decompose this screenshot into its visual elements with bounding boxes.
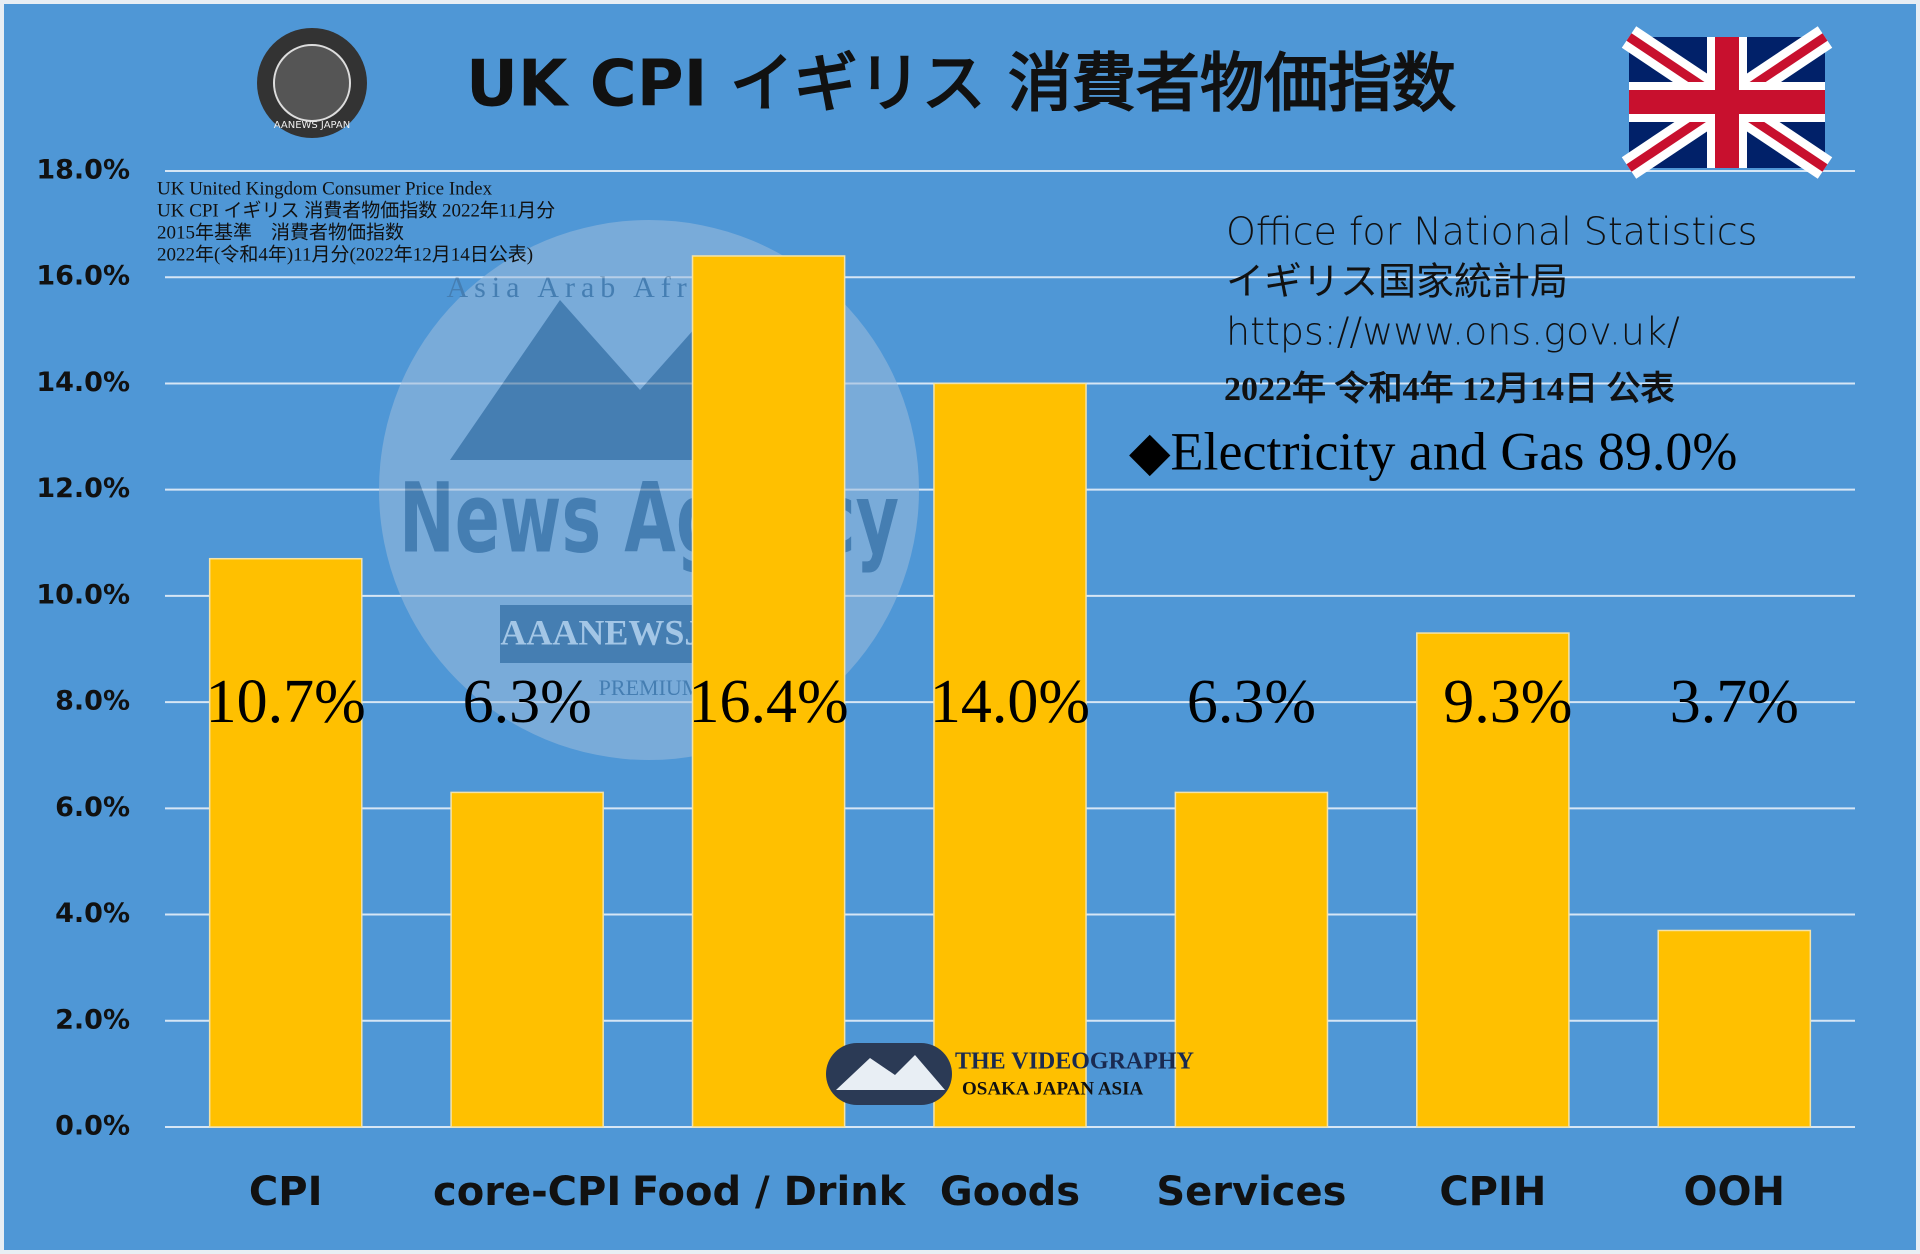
- y-tick-label: 12.0%: [36, 473, 130, 504]
- source: イギリス国家統計局: [1226, 260, 1568, 304]
- credit: THE VIDEOGRAPHY OSAKA JAPAN ASIA: [826, 1043, 1194, 1105]
- source: Office for National Statistics: [1226, 210, 1757, 254]
- value-label: 14.0%: [930, 668, 1090, 736]
- release-date: 2022年 令和4年 12月14日 公表: [1224, 370, 1675, 408]
- note: UK CPI イギリス 消費者物価指数 2022年11月分: [157, 199, 555, 221]
- watermark-sub: PREMIUM: [599, 675, 702, 700]
- credit-sub: OSAKA JAPAN ASIA: [962, 1078, 1144, 1099]
- x-tick-label: core-CPI: [433, 1169, 621, 1215]
- value-label: 6.3%: [1187, 668, 1316, 736]
- note: UK United Kingdom Consumer Price Index: [157, 178, 493, 199]
- y-tick-label: 16.0%: [36, 261, 130, 292]
- y-tick-label: 14.0%: [36, 367, 130, 398]
- x-tick-label: OOH: [1684, 1169, 1785, 1215]
- highlight: ◆Electricity and Gas 89.0%: [1129, 421, 1737, 481]
- value-label: 10.7%: [206, 668, 366, 736]
- bar: [691, 255, 846, 1128]
- y-tick-label: 18.0%: [36, 155, 130, 186]
- note: 2022年(令和4年)11月分(2022年12月14日公表): [157, 243, 533, 265]
- value-label: 9.3%: [1443, 668, 1572, 736]
- value-label: 6.3%: [463, 668, 592, 736]
- y-tick-label: 6.0%: [55, 792, 130, 823]
- y-tick-label: 10.0%: [36, 579, 130, 610]
- credit-title: THE VIDEOGRAPHY: [955, 1049, 1194, 1075]
- bar: [450, 791, 604, 1128]
- bar: [1657, 929, 1812, 1128]
- x-tick-label: Services: [1156, 1169, 1346, 1215]
- bar: [208, 557, 363, 1128]
- bar: [1416, 632, 1570, 1128]
- y-tick-label: 0.0%: [55, 1111, 130, 1142]
- x-tick-label: CPIH: [1439, 1169, 1546, 1215]
- x-tick-label: Goods: [940, 1169, 1080, 1215]
- logo-inner: [273, 44, 351, 122]
- y-tick-label: 2.0%: [55, 1004, 130, 1035]
- source: https://www.ons.gov.uk/: [1226, 310, 1680, 354]
- y-tick-label: 4.0%: [55, 898, 130, 929]
- bar: [933, 382, 1087, 1128]
- chart-title: UK CPI イギリス 消費者物価指数: [466, 48, 1456, 122]
- y-tick-label: 8.0%: [55, 686, 130, 717]
- uk-flag: [1621, 26, 1833, 179]
- flag-cross-red: [1629, 37, 1825, 168]
- value-label: 3.7%: [1670, 668, 1799, 736]
- logo-text: AANEWS JAPAN: [274, 120, 351, 131]
- x-tick-label: CPI: [249, 1169, 323, 1215]
- x-tick-label: Food / Drink: [632, 1169, 907, 1215]
- bar: [1174, 791, 1329, 1128]
- logo: AANEWS JAPAN: [257, 28, 367, 138]
- value-label: 16.4%: [688, 668, 848, 736]
- note: 2015年基準 消費者物価指数: [157, 221, 404, 243]
- credit-mountains: [836, 1055, 945, 1090]
